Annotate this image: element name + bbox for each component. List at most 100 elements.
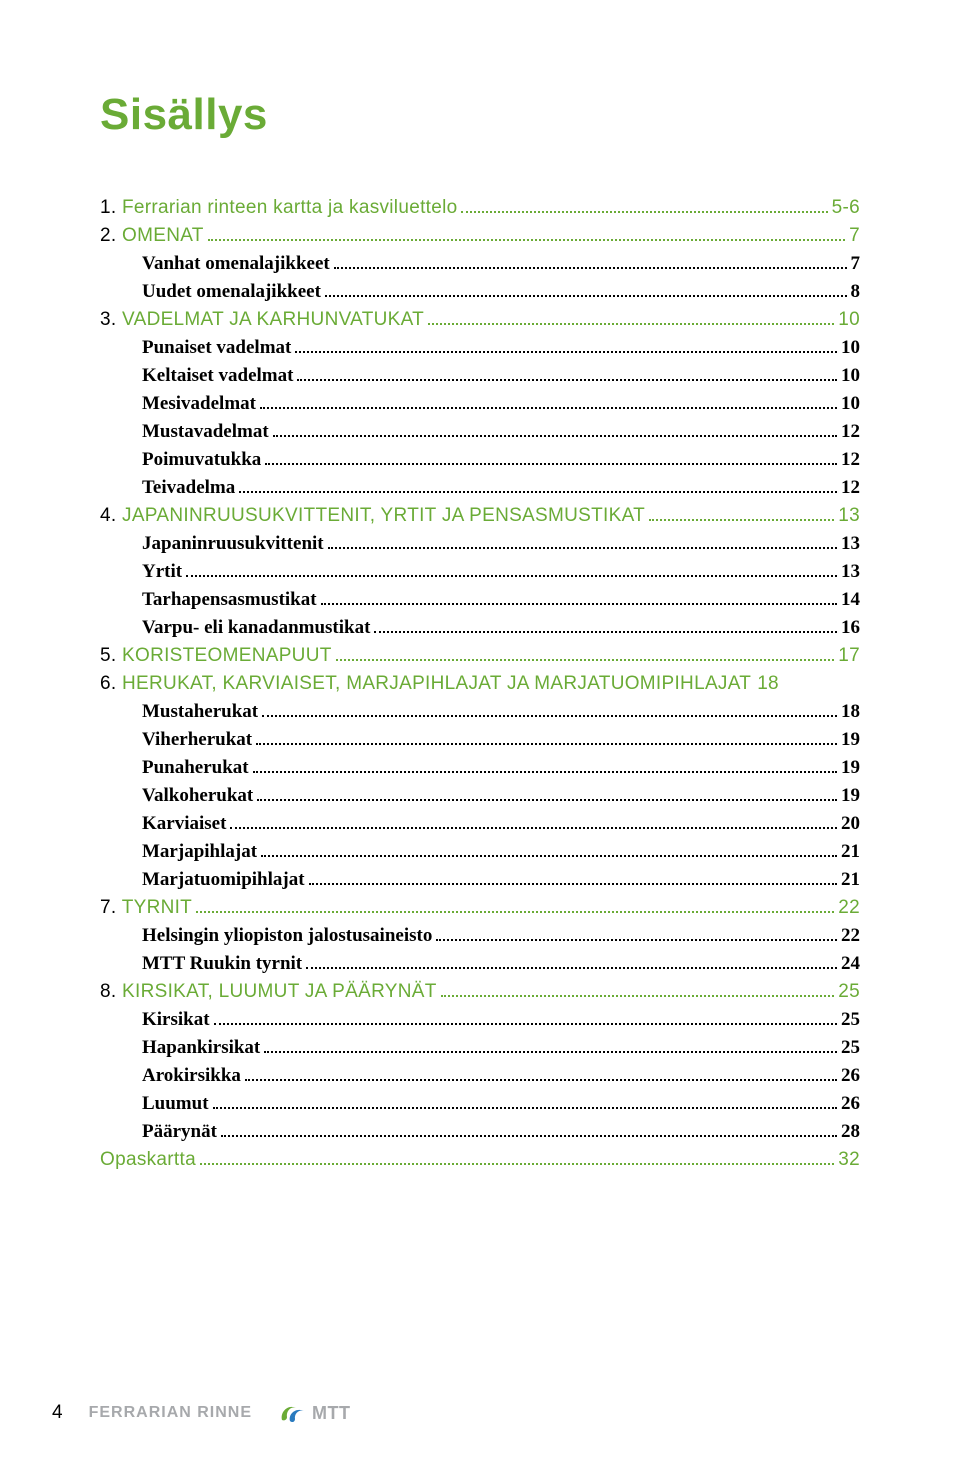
toc-leader-dots: [649, 519, 834, 521]
toc-leader-dots: [245, 1079, 837, 1081]
toc-page: 10: [838, 310, 860, 329]
toc-row: Arokirsikka 26: [100, 1066, 860, 1085]
toc-row: Mesivadelmat 10: [100, 394, 860, 413]
toc-label: Valkoherukat: [142, 786, 253, 805]
toc-text: Tyrnit: [122, 897, 192, 918]
toc-page: 16: [841, 618, 860, 637]
toc-text: Kirsikat, luumut ja päärynät: [122, 981, 437, 1002]
toc-label: Marjatuomipihlajat: [142, 870, 305, 889]
toc-label: Poimuvatukka: [142, 450, 261, 469]
toc-row: Punaiset vadelmat10: [100, 338, 860, 357]
toc-label: Arokirsikka: [142, 1066, 241, 1085]
toc-page: 26: [841, 1066, 860, 1085]
toc-leader-dots: [253, 771, 837, 773]
toc-row: 1. Ferrarian rinteen kartta ja kasviluet…: [100, 198, 860, 217]
toc-leader-dots: [321, 603, 837, 605]
toc-leader-dots: [230, 827, 837, 829]
toc-page: 24: [841, 954, 860, 973]
page-title: Sisällys: [100, 90, 860, 140]
toc-page: 14: [841, 590, 860, 609]
toc-leader-dots: [213, 1107, 837, 1109]
toc-page: 17: [838, 646, 860, 665]
toc-label: Marjapihlajat: [142, 842, 257, 861]
toc-leader-dots: [257, 799, 837, 801]
toc-leader-dots: [200, 1163, 834, 1165]
toc-row: Mustavadelmat12: [100, 422, 860, 441]
toc-leader-dots: [214, 1023, 837, 1025]
toc-page: 7: [849, 226, 860, 245]
toc-leader-dots: [261, 855, 837, 857]
toc-leader-dots: [262, 715, 837, 717]
toc-label: Hapankirsikat: [142, 1038, 260, 1057]
toc-page: 10: [841, 338, 860, 357]
toc-label: Vanhat omenalajikkeet: [142, 254, 330, 273]
toc-label: Punaherukat: [142, 758, 249, 777]
toc-leader-dots: [295, 351, 837, 353]
toc-text: Vadelmat ja karhunvatukat: [122, 309, 424, 330]
toc-row: Marjatuomipihlajat 21: [100, 870, 860, 889]
toc-leader-dots: [336, 659, 835, 661]
toc-page: 8: [851, 282, 861, 301]
toc-leader-dots: [196, 911, 834, 913]
toc-leader-dots: [306, 967, 837, 969]
toc-page: 20: [841, 814, 860, 833]
toc-row: Viherherukat 19: [100, 730, 860, 749]
toc-row: Japaninruusukvittenit13: [100, 534, 860, 553]
toc-text: Japaninruusukvittenit, yrtit ja pensasmu…: [122, 505, 645, 526]
toc-leader-dots: [325, 295, 847, 297]
toc-number: 4.: [100, 505, 122, 526]
toc-page: 25: [838, 982, 860, 1001]
toc-page: 21: [841, 842, 860, 861]
toc-label: Tarhapensasmustikat: [142, 590, 317, 609]
toc-label: 4. Japaninruusukvittenit, yrtit ja pensa…: [100, 506, 645, 525]
toc-leader-dots: [260, 407, 837, 409]
toc-page: 21: [841, 870, 860, 889]
toc-row: 7. Tyrnit22: [100, 898, 860, 917]
toc-page: 25: [841, 1010, 860, 1029]
toc-label: 7. Tyrnit: [100, 898, 192, 917]
toc-page: 28: [841, 1122, 860, 1141]
toc-number: 7.: [100, 897, 122, 918]
toc-page: 18: [757, 674, 779, 693]
toc-leader-dots: [264, 1051, 837, 1053]
toc-row: Poimuvatukka12: [100, 450, 860, 469]
toc-label: Helsingin yliopiston jalostusaineisto: [142, 926, 432, 945]
toc-page: 26: [841, 1094, 860, 1113]
toc-page: 13: [841, 534, 860, 553]
footer-brand: FERRARIAN RINNE: [89, 1404, 252, 1422]
toc-page: 13: [841, 562, 860, 581]
toc-leader-dots: [461, 211, 827, 213]
toc-leader-dots: [374, 631, 837, 633]
toc-row: Keltaiset vadelmat10: [100, 366, 860, 385]
toc-row: 4. Japaninruusukvittenit, yrtit ja pensa…: [100, 506, 860, 525]
toc-row: Marjapihlajat 21: [100, 842, 860, 861]
toc-row: Tarhapensasmustikat 14: [100, 590, 860, 609]
toc-label: Mesivadelmat: [142, 394, 256, 413]
toc-row: Yrtit13: [100, 562, 860, 581]
footer-logo-text: MTT: [312, 1403, 350, 1424]
toc-row: 6. Herukat, karviaiset, marjapihlajat ja…: [100, 674, 860, 693]
toc-number: 2.: [100, 225, 122, 246]
toc-label: Keltaiset vadelmat: [142, 366, 293, 385]
toc-row: Kirsikat 25: [100, 1010, 860, 1029]
toc-label: 8. Kirsikat, luumut ja päärynät: [100, 982, 437, 1001]
toc-row: 3. Vadelmat ja karhunvatukat10: [100, 310, 860, 329]
toc-label: Kirsikat: [142, 1010, 210, 1029]
toc-label: Uudet omenalajikkeet: [142, 282, 321, 301]
toc-leader-dots: [265, 463, 837, 465]
toc-text: Ferrarian rinteen kartta ja kasviluettel…: [122, 197, 457, 218]
toc-leader-dots: [273, 435, 837, 437]
toc-label: Viherherukat: [142, 730, 252, 749]
table-of-contents: 1. Ferrarian rinteen kartta ja kasviluet…: [100, 198, 860, 1169]
toc-leader-dots: [186, 575, 837, 577]
toc-page: 19: [841, 730, 860, 749]
toc-row: Punaherukat19: [100, 758, 860, 777]
toc-label: Päärynät: [142, 1122, 217, 1141]
toc-page: 10: [841, 394, 860, 413]
toc-page: 5-6: [832, 198, 860, 217]
toc-label: 2. Omenat: [100, 226, 204, 245]
toc-row: Uudet omenalajikkeet 8: [100, 282, 860, 301]
toc-row: Opaskartta32: [100, 1150, 860, 1169]
toc-page: 25: [841, 1038, 860, 1057]
toc-label: 6. Herukat, karviaiset, marjapihlajat ja…: [100, 674, 751, 693]
